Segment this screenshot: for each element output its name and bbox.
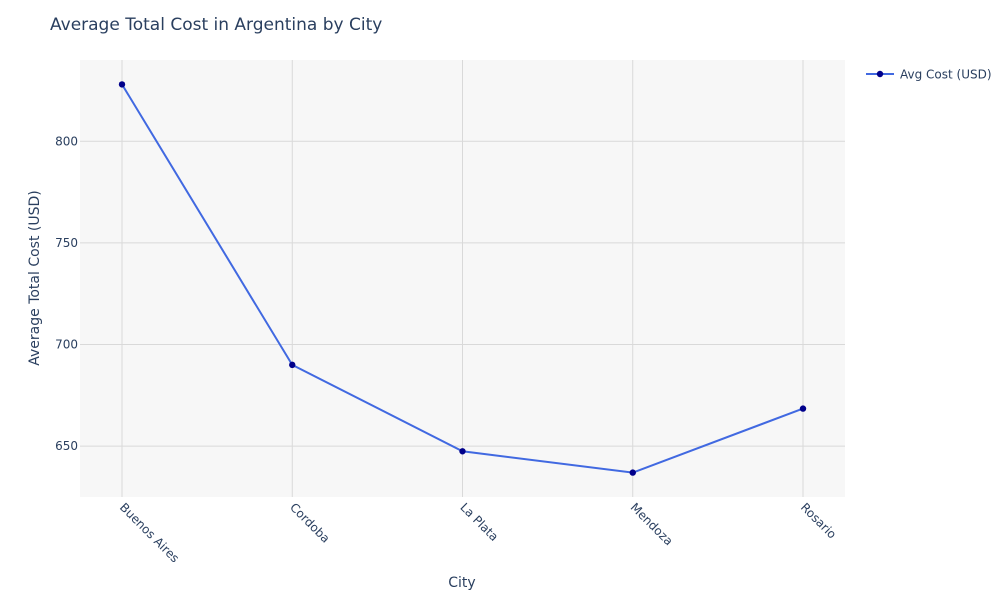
data-point: [799, 405, 807, 412]
x-tick-label: Cordoba: [287, 500, 333, 546]
gridlines: [80, 60, 845, 497]
x-axis-title: City: [448, 575, 475, 591]
y-tick-label: 650: [55, 439, 78, 453]
data-point: [118, 81, 126, 88]
legend-label: Avg Cost (USD): [900, 68, 992, 82]
x-tick-label: Rosario: [798, 500, 839, 541]
data-point: [629, 469, 636, 476]
data-point: [459, 448, 466, 455]
legend-marker-swatch: [876, 70, 884, 78]
series-group: [118, 81, 807, 476]
chart-title: Average Total Cost in Argentina by City: [50, 15, 382, 35]
legend[interactable]: Avg Cost (USD): [866, 68, 992, 82]
x-tick-label: Mendoza: [628, 500, 676, 548]
y-tick-label: 700: [55, 338, 78, 352]
x-tick-label: Buenos Aires: [117, 500, 182, 565]
x-tick-labels: Buenos Aires Cordoba La Plata Mendoza Rosari…: [117, 500, 839, 565]
y-axis-title: Average Total Cost (USD): [27, 190, 43, 366]
y-tick-labels: 650 700 750 800: [55, 134, 78, 453]
data-point: [289, 361, 296, 369]
y-tick-label: 750: [55, 236, 78, 250]
x-tick-label: La Plata: [457, 500, 501, 544]
y-tick-label: 800: [55, 134, 78, 148]
